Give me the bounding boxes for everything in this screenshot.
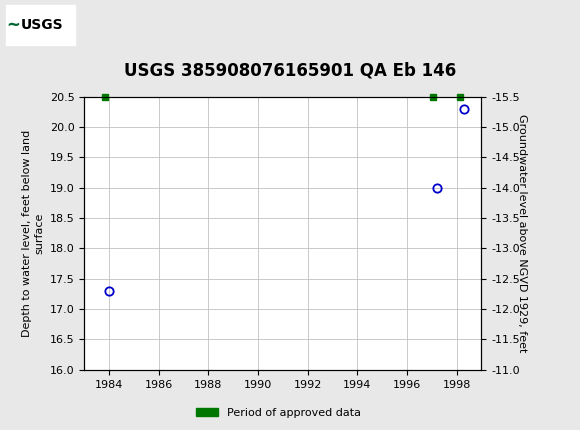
Y-axis label: Groundwater level above NGVD 1929, feet: Groundwater level above NGVD 1929, feet — [517, 114, 527, 353]
Text: USGS: USGS — [20, 18, 63, 32]
Text: USGS 385908076165901 QA Eb 146: USGS 385908076165901 QA Eb 146 — [124, 61, 456, 80]
Bar — [6, 5, 75, 45]
Y-axis label: Depth to water level, feet below land
surface: Depth to water level, feet below land su… — [23, 130, 44, 337]
Text: ~: ~ — [6, 16, 20, 34]
Legend: Period of approved data: Period of approved data — [191, 403, 365, 422]
